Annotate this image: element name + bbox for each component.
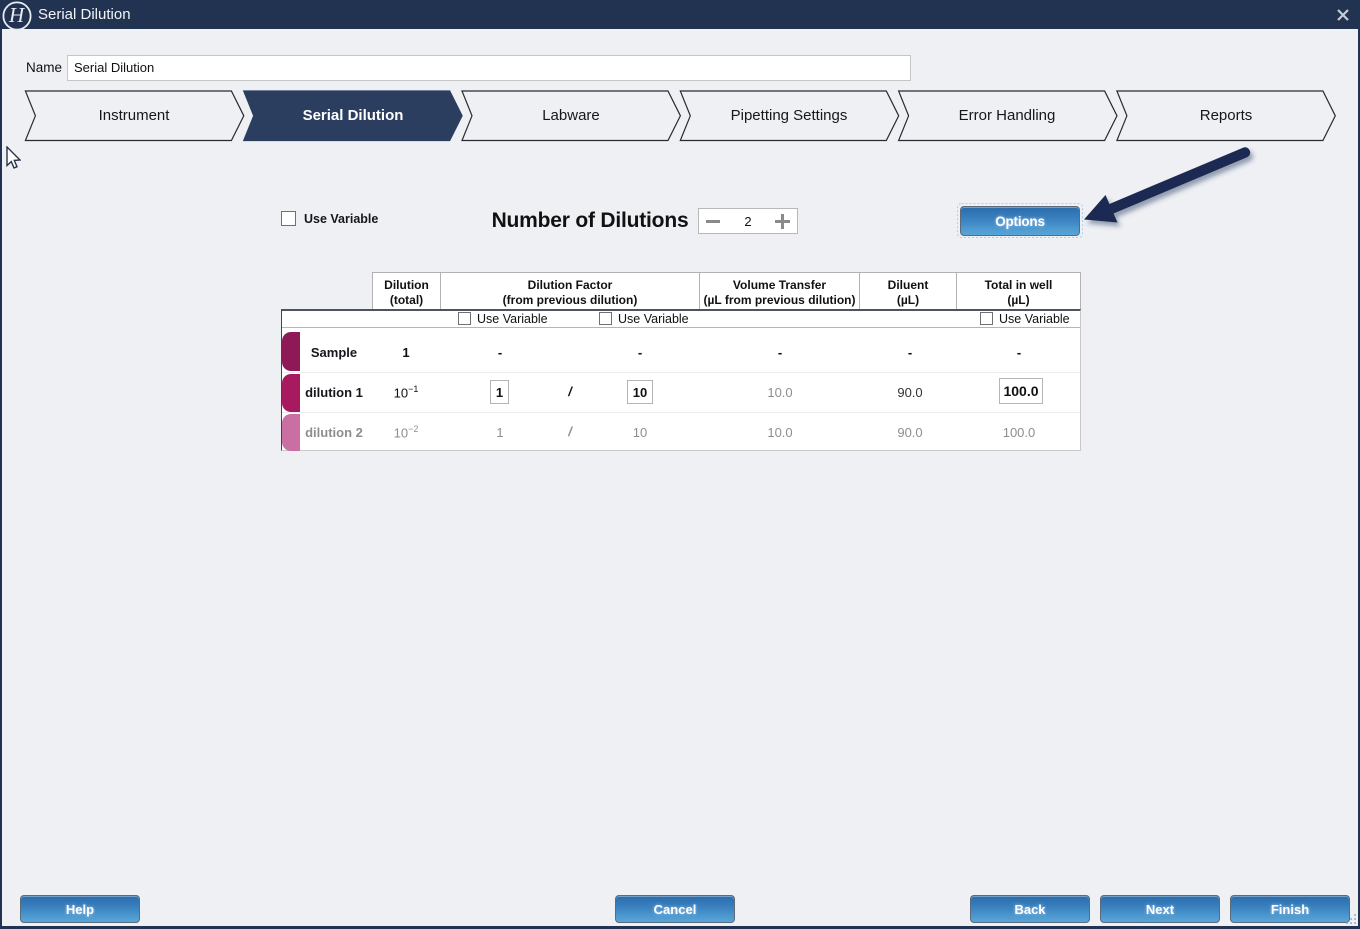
svg-text:H: H	[8, 3, 26, 27]
